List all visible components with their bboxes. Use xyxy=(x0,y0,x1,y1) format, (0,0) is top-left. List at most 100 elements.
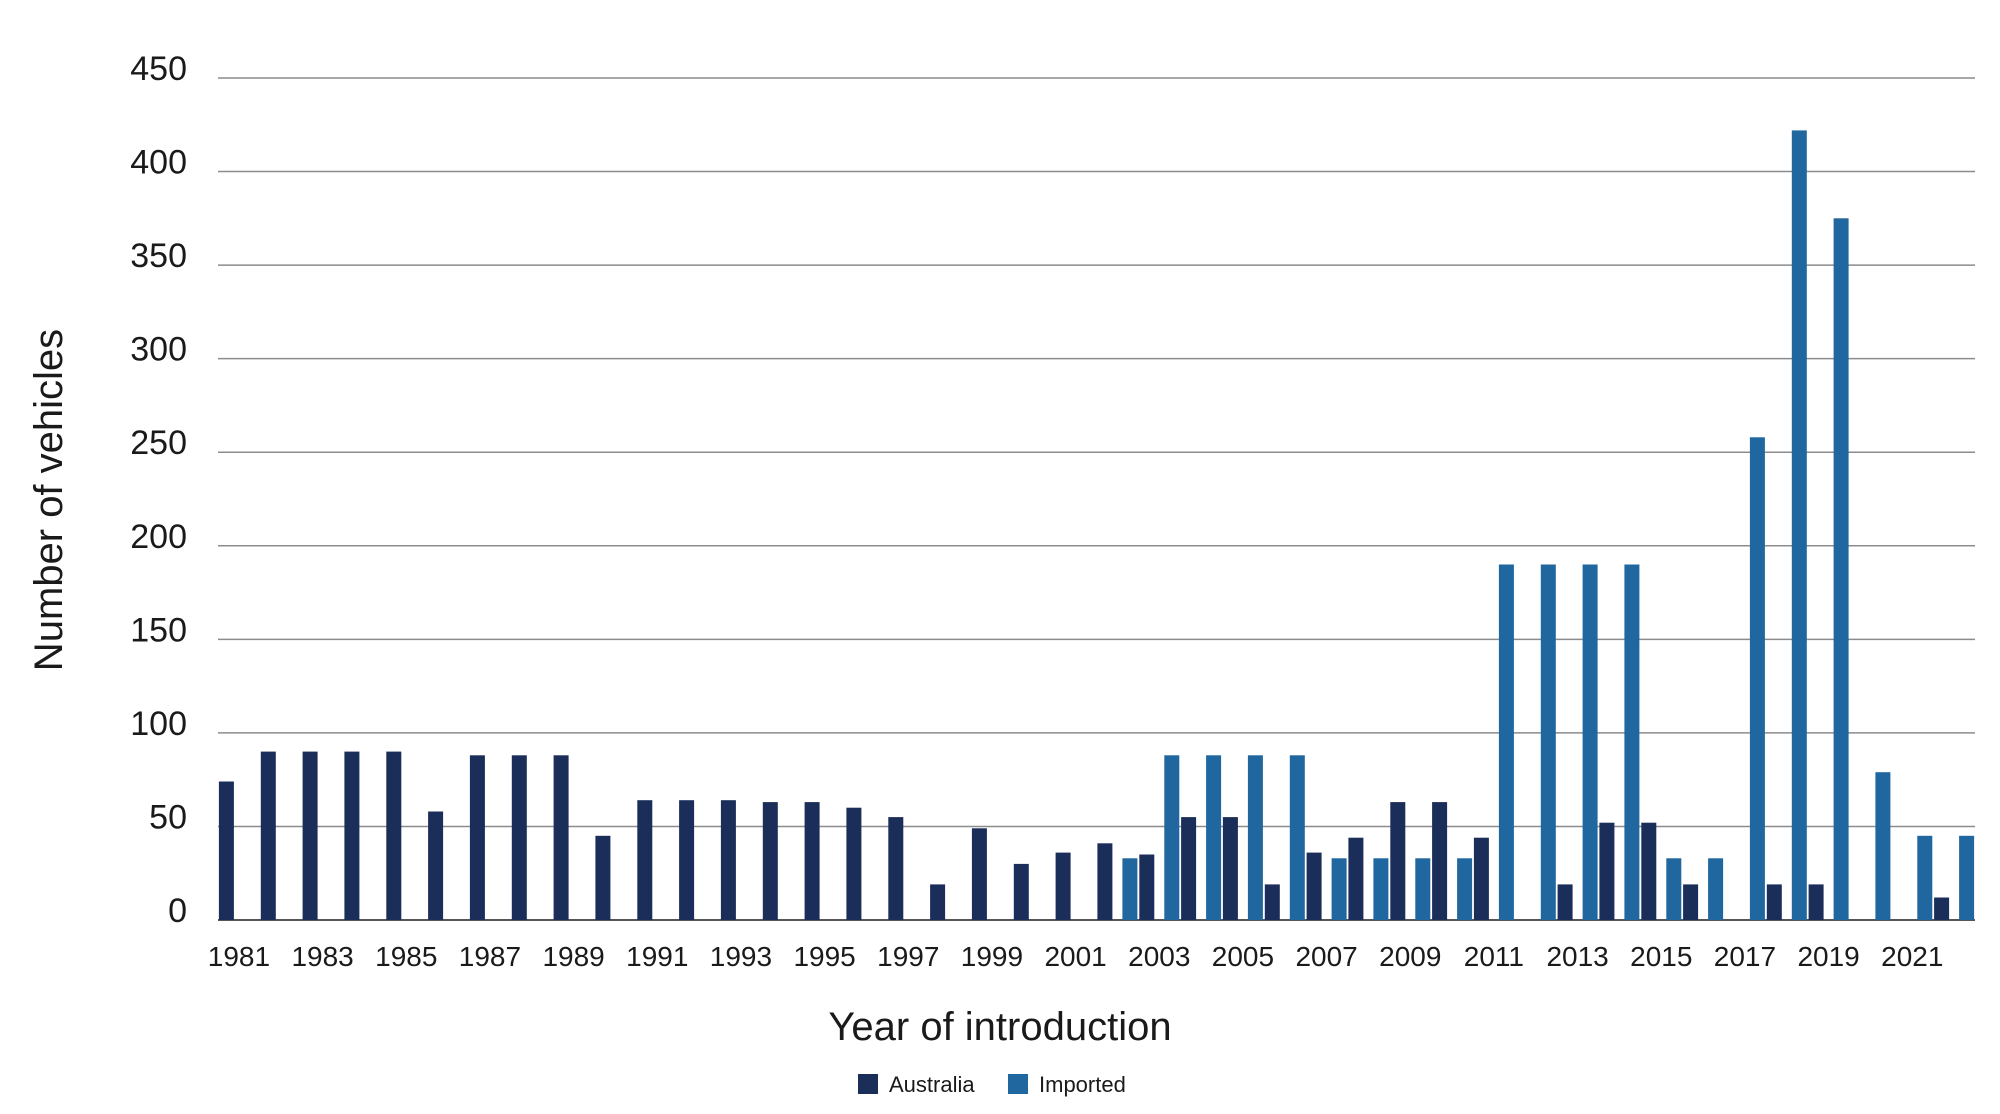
x-tick-label: 2007 xyxy=(1295,941,1357,972)
legend-label-australia: Australia xyxy=(889,1072,975,1097)
bar-australia-1990 xyxy=(595,835,611,920)
bar-imported-2005 xyxy=(1247,755,1263,920)
bar-australia-2001 xyxy=(1055,852,1071,920)
bar-imported-2008 xyxy=(1373,858,1389,920)
x-tick-label: 2001 xyxy=(1044,941,1106,972)
bar-imported-2020 xyxy=(1875,772,1891,920)
bar-australia-1998 xyxy=(930,884,946,920)
bar-australia-2010 xyxy=(1432,802,1448,920)
bar-australia-1981 xyxy=(218,781,234,920)
legend-swatch-imported xyxy=(1008,1074,1028,1094)
y-tick-label: 0 xyxy=(168,892,187,930)
bar-australia-1997 xyxy=(888,817,904,920)
bar-australia-2007 xyxy=(1306,852,1322,920)
bar-australia-1999 xyxy=(971,828,987,920)
bar-australia-1993 xyxy=(720,800,736,920)
bar-imported-2016 xyxy=(1708,858,1724,920)
y-axis-label: Number of vehicles xyxy=(27,329,71,671)
bar-imported-2010 xyxy=(1457,858,1473,920)
y-tick-label: 350 xyxy=(130,237,187,275)
bar-australia-2003 xyxy=(1139,854,1155,920)
y-tick-label: 100 xyxy=(130,705,187,743)
bar-imported-2017 xyxy=(1749,437,1765,920)
bar-imported-2014 xyxy=(1624,564,1640,920)
bar-imported-2019 xyxy=(1833,218,1849,921)
bar-australia-2005 xyxy=(1222,817,1238,920)
bar-australia-2013 xyxy=(1557,884,1573,920)
bar-australia-1982 xyxy=(260,751,276,920)
bar-australia-2004 xyxy=(1181,817,1197,920)
bar-australia-2018 xyxy=(1766,884,1782,920)
x-axis-label: Year of introduction xyxy=(828,1005,1171,1049)
legend-swatch-australia xyxy=(858,1074,878,1094)
bar-imported-2012 xyxy=(1540,564,1556,920)
x-tick-label: 1983 xyxy=(291,941,353,972)
bar-australia-1996 xyxy=(846,807,862,920)
x-tick-label: 1993 xyxy=(710,941,772,972)
x-tick-label: 2005 xyxy=(1212,941,1274,972)
bar-australia-1995 xyxy=(804,802,820,920)
x-tick-label: 2003 xyxy=(1128,941,1190,972)
x-tick-label: 1997 xyxy=(877,941,939,972)
y-tick-label: 400 xyxy=(130,144,187,182)
bars xyxy=(218,130,1975,921)
x-tick-labels: 1981 1983 1985 1987 1989 1991 1993 1995 1997 1999… xyxy=(208,941,1944,972)
x-tick-label: 2017 xyxy=(1714,941,1776,972)
bar-imported-2022 xyxy=(1959,835,1975,920)
bar-australia-2000 xyxy=(1013,863,1029,920)
bar-imported-2003 xyxy=(1164,755,1180,920)
bar-australia-2011 xyxy=(1473,837,1489,920)
bar-australia-1989 xyxy=(553,755,569,920)
x-tick-label: 2021 xyxy=(1881,941,1943,972)
x-tick-label: 2011 xyxy=(1464,941,1524,972)
bar-australia-1985 xyxy=(386,751,402,920)
bar-australia-2015 xyxy=(1641,822,1657,920)
y-tick-label: 50 xyxy=(149,798,187,836)
x-tick-label: 2019 xyxy=(1797,941,1859,972)
y-tick-label: 300 xyxy=(130,331,187,369)
bar-imported-2009 xyxy=(1415,858,1431,920)
y-tick-label: 200 xyxy=(130,518,187,556)
x-tick-label: 1987 xyxy=(459,941,521,972)
legend: Australia Imported xyxy=(858,1072,1126,1097)
y-tick-label: 150 xyxy=(130,611,187,649)
bar-australia-2022 xyxy=(1934,897,1950,920)
bar-australia-2008 xyxy=(1348,837,1364,920)
bar-imported-2021 xyxy=(1917,835,1933,920)
bar-australia-1987 xyxy=(469,755,485,920)
x-tick-label: 1999 xyxy=(961,941,1023,972)
x-tick-label: 1985 xyxy=(375,941,437,972)
bar-australia-1991 xyxy=(637,800,653,920)
y-tick-labels: 0 50 100 150 200 250 300 350 400 450 xyxy=(130,50,187,930)
bar-imported-2002 xyxy=(1122,858,1138,920)
bar-australia-1984 xyxy=(344,751,360,920)
x-tick-label: 2015 xyxy=(1630,941,1692,972)
bar-australia-2006 xyxy=(1264,884,1280,920)
bar-imported-2004 xyxy=(1206,755,1222,920)
bar-australia-1992 xyxy=(679,800,695,920)
x-tick-label: 1991 xyxy=(626,941,688,972)
bar-australia-1983 xyxy=(302,751,318,920)
bar-australia-2016 xyxy=(1683,884,1699,920)
bar-australia-1988 xyxy=(511,755,527,920)
bar-imported-2011 xyxy=(1498,564,1514,920)
gridlines xyxy=(218,77,1975,921)
bar-australia-2002 xyxy=(1097,843,1113,920)
bar-australia-1994 xyxy=(762,802,778,920)
bar-australia-1986 xyxy=(428,811,444,920)
x-tick-label: 2009 xyxy=(1379,941,1441,972)
bar-imported-2018 xyxy=(1791,130,1807,920)
bar-imported-2007 xyxy=(1331,858,1347,920)
bar-imported-2006 xyxy=(1289,755,1305,920)
bar-australia-2014 xyxy=(1599,822,1615,920)
x-tick-label: 1989 xyxy=(542,941,604,972)
y-tick-label: 250 xyxy=(130,424,187,462)
bar-australia-2019 xyxy=(1808,884,1824,920)
y-tick-label: 450 xyxy=(130,50,187,88)
legend-label-imported: Imported xyxy=(1039,1072,1126,1097)
x-tick-label: 1995 xyxy=(793,941,855,972)
bar-imported-2015 xyxy=(1666,858,1682,920)
x-tick-label: 1981 xyxy=(208,941,270,972)
bar-imported-2013 xyxy=(1582,564,1598,920)
